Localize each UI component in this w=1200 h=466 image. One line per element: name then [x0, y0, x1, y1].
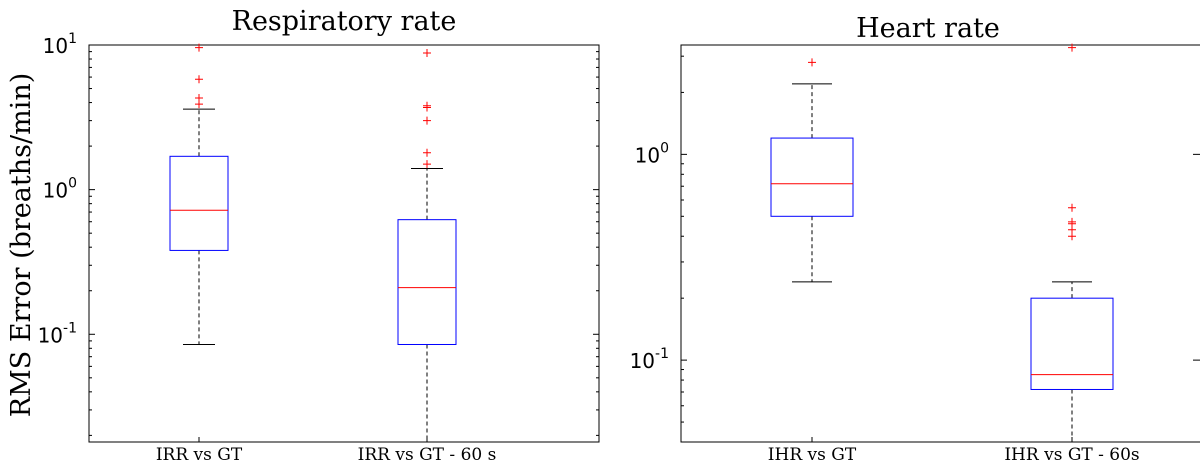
- outlier-marker: [195, 75, 203, 84]
- iqr-box: [770, 137, 854, 217]
- plot-frame: [680, 44, 1200, 443]
- x-tick-label: IHR vs GT: [768, 445, 857, 465]
- iqr-box: [169, 155, 229, 251]
- box-plot: [397, 49, 457, 442]
- respiratory-rate-panel: Respiratory rate RMS Error (breaths/min)…: [6, 6, 600, 465]
- outlier-marker: [423, 148, 431, 157]
- x-tick-label: IRR vs GT: [156, 445, 243, 465]
- iqr-box: [397, 219, 457, 345]
- x-tick-label: IRR vs GT - 60 s: [358, 445, 497, 465]
- outlier-marker: [423, 49, 431, 58]
- outlier-marker: [1068, 232, 1076, 241]
- y-tick-label: 100: [43, 176, 77, 203]
- box-plot: [1030, 43, 1114, 442]
- y-tick-label: 100: [635, 140, 669, 167]
- outlier-marker: [1068, 43, 1076, 52]
- y-tick-label: 10-1: [38, 320, 77, 347]
- heart-rate-panel: Heart rate IHR vs GT IHR vs GT - 60s 10-…: [630, 13, 1200, 465]
- y-tick-label: 101: [43, 31, 77, 58]
- chart-title: Heart rate: [856, 13, 1000, 44]
- outlier-marker: [1068, 203, 1076, 212]
- plot-frame: [88, 44, 600, 443]
- box-plot: [169, 43, 229, 345]
- iqr-box: [1030, 297, 1114, 390]
- y-tick-label: 10-1: [630, 346, 669, 373]
- outlier-marker: [423, 103, 431, 112]
- chart-title: Respiratory rate: [232, 6, 457, 37]
- outlier-marker: [195, 100, 203, 109]
- outlier-marker: [423, 160, 431, 169]
- outlier-marker: [195, 43, 203, 52]
- x-tick-label: IHR vs GT - 60s: [1004, 445, 1139, 465]
- box-plot: [770, 58, 854, 283]
- y-axis-label: RMS Error (breaths/min): [6, 73, 37, 417]
- outlier-marker: [808, 58, 816, 67]
- outlier-marker: [423, 116, 431, 125]
